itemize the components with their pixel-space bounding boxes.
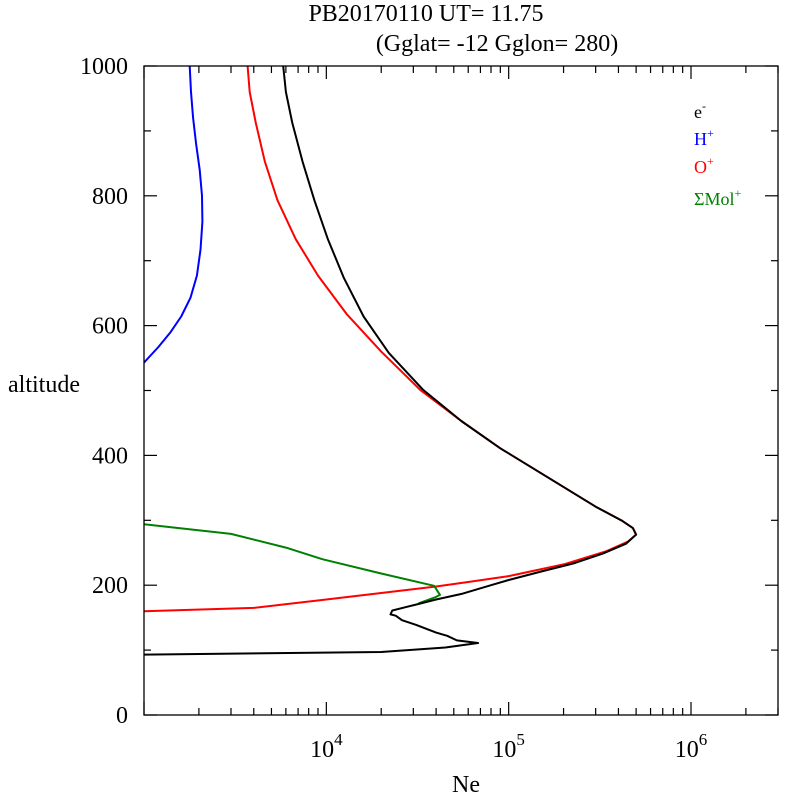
series-line-0 [144,66,638,656]
y-tick-label: 1000 [80,54,128,80]
series-line-1 [144,66,204,364]
y-axis-label: altitude [8,372,80,398]
legend-item: e- [694,99,706,122]
series-line-2 [144,66,638,613]
y-tick-label: 600 [92,314,128,340]
x-axis-label: Ne [452,772,480,795]
x-tick-label: 106 [675,730,708,763]
legend-item: H+ [694,126,714,149]
y-tick-label: 800 [92,184,128,210]
axis-layer: 0 200 400 600 800 1000 104 105 106 [80,54,779,763]
y-tick-label: 200 [92,573,128,599]
y-tick-label: 0 [116,703,128,729]
x-tick-label: 104 [310,730,343,763]
chart-subtitle: (Gglat= -12 Gglon= 280) [376,31,618,57]
plot-frame [143,65,779,716]
y-tick-label: 400 [92,443,128,469]
legend: e- H+ O+ ΣMol+ [694,99,741,209]
series-line-3 [144,523,441,605]
legend-item: O+ [694,154,714,177]
legend-item: ΣMol+ [694,186,741,209]
series-layer [144,66,638,656]
chart-title: PB20170110 UT= 11.75 [308,1,543,27]
x-tick-label: 105 [492,730,525,763]
